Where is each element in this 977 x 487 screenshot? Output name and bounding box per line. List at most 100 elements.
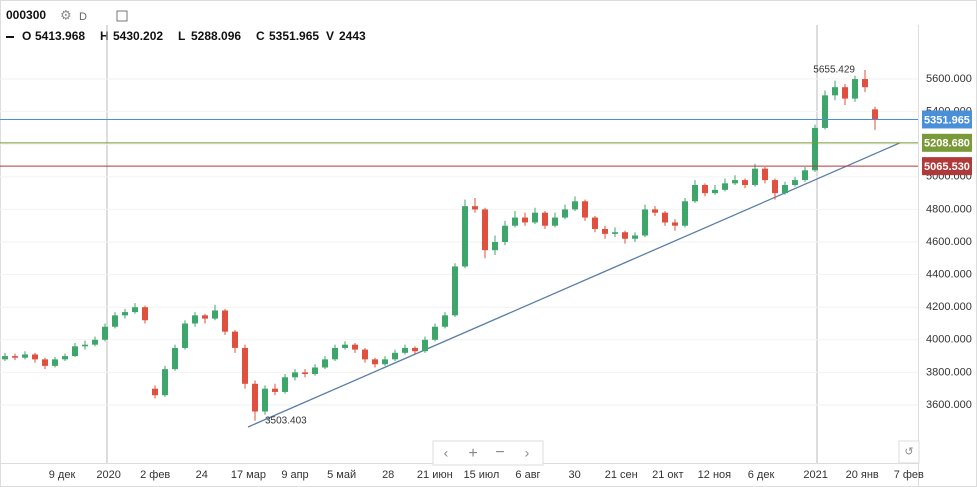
x-tick-label: 6 авг	[515, 469, 540, 481]
candle-body	[472, 206, 478, 210]
interval[interactable]: D	[79, 11, 87, 23]
candle-body	[32, 354, 38, 360]
candle-body	[142, 307, 148, 321]
ohlc-value: 5351.965	[269, 29, 319, 43]
candle-body	[162, 369, 168, 396]
candle-body	[862, 79, 868, 88]
ohlc-value: 5430.202	[113, 29, 163, 43]
price-tag-label: 5208.680	[924, 138, 970, 150]
candle-body	[712, 189, 718, 194]
candle-body	[632, 235, 638, 239]
candle-body	[202, 315, 208, 319]
x-tick-label: 21 окт	[652, 469, 683, 481]
candle-body	[812, 127, 818, 171]
candle-body	[592, 217, 598, 229]
candle-body	[622, 232, 628, 239]
candle-body	[662, 212, 668, 223]
candle-body	[502, 225, 508, 243]
x-tick-label: 28	[382, 469, 394, 481]
candle-body	[412, 347, 418, 352]
zoom-in[interactable]: +	[468, 445, 477, 462]
price-tag-label: 5065.530	[924, 161, 970, 173]
candle-body	[702, 184, 708, 194]
candle-body	[312, 367, 318, 375]
candle-body	[72, 346, 78, 357]
candle-body	[2, 356, 8, 360]
candle-body	[722, 183, 728, 190]
candle-body	[222, 310, 228, 332]
nav-panel	[432, 440, 544, 466]
price-tag	[922, 133, 972, 152]
candle-body	[82, 344, 88, 347]
x-tick-label: 9 апр	[281, 469, 308, 481]
x-tick-label: 20 янв	[846, 469, 879, 481]
ohlc-legend: O 5413.968 H 5430.202 L 5288.096 C 5351.965 V 244…	[22, 29, 366, 43]
candle-body	[352, 344, 358, 350]
candle-body	[582, 201, 588, 218]
candle-body	[382, 359, 388, 365]
candle-body	[292, 372, 298, 378]
y-tick-label: 4200.000	[926, 301, 972, 313]
candle-body	[682, 201, 688, 226]
candle-body	[802, 170, 808, 181]
candle-body	[102, 326, 108, 340]
high-annotation: 5655.429	[813, 65, 855, 76]
candle-body	[272, 388, 278, 392]
candle-body	[232, 331, 238, 348]
candle-body	[782, 184, 788, 194]
x-tick-label: 2020	[96, 469, 120, 481]
candle-body	[612, 232, 618, 234]
candle-body	[762, 168, 768, 181]
candle-body	[512, 217, 518, 226]
ohlc-key: O	[22, 29, 31, 43]
candle-body	[252, 383, 258, 412]
x-tick-label: 15 июл	[463, 469, 499, 481]
price-tag-label: 5351.965	[924, 114, 970, 126]
x-tick-label: 30	[568, 469, 580, 481]
nav-buttons: ‹ + − › ↺	[432, 440, 920, 466]
y-tick-label: 3600.000	[926, 399, 972, 411]
candle-body	[642, 209, 648, 236]
scroll-right[interactable]: ›	[525, 445, 530, 461]
candle-body	[322, 359, 328, 368]
candle-body	[52, 359, 58, 366]
candle-body	[22, 354, 28, 358]
ohlc-key: L	[178, 29, 185, 43]
low-annotation: 3503.403	[265, 415, 307, 426]
reset-button[interactable]	[898, 440, 920, 464]
x-tick-label: 24	[196, 469, 208, 481]
candle-body	[482, 209, 488, 251]
price-tag	[922, 157, 972, 176]
x-tick-label: 7 фев	[894, 469, 924, 481]
candle-body	[182, 323, 188, 348]
candle-body	[342, 344, 348, 348]
volume-key: V	[326, 29, 334, 43]
candle-body	[462, 206, 468, 267]
candle-body	[532, 212, 538, 223]
candle-body	[562, 209, 568, 218]
candle-body	[692, 184, 698, 202]
candle-body	[422, 339, 428, 352]
candle-body	[772, 180, 778, 194]
scroll-left[interactable]: ‹	[444, 445, 449, 461]
candle-body	[752, 168, 758, 185]
candle-body	[822, 95, 828, 128]
candle-body	[372, 359, 378, 365]
candle-body	[262, 388, 268, 412]
x-tick-label: 21 июн	[417, 469, 453, 481]
candle-body	[602, 228, 608, 234]
candle-body	[522, 217, 528, 223]
compare-icon[interactable]	[116, 10, 128, 22]
candle-body	[542, 212, 548, 226]
candle-body	[572, 201, 578, 210]
y-tick-label: 4400.000	[926, 269, 972, 281]
settings-icon[interactable]: ⚙	[60, 7, 72, 22]
candle-body	[432, 326, 438, 340]
x-tick-label: 12 ноя	[698, 469, 731, 481]
zoom-out[interactable]: −	[495, 444, 504, 461]
candle-body	[552, 217, 558, 226]
x-tick-label: 17 мар	[231, 469, 266, 481]
candle-body	[492, 242, 498, 251]
candle-body	[742, 180, 748, 185]
